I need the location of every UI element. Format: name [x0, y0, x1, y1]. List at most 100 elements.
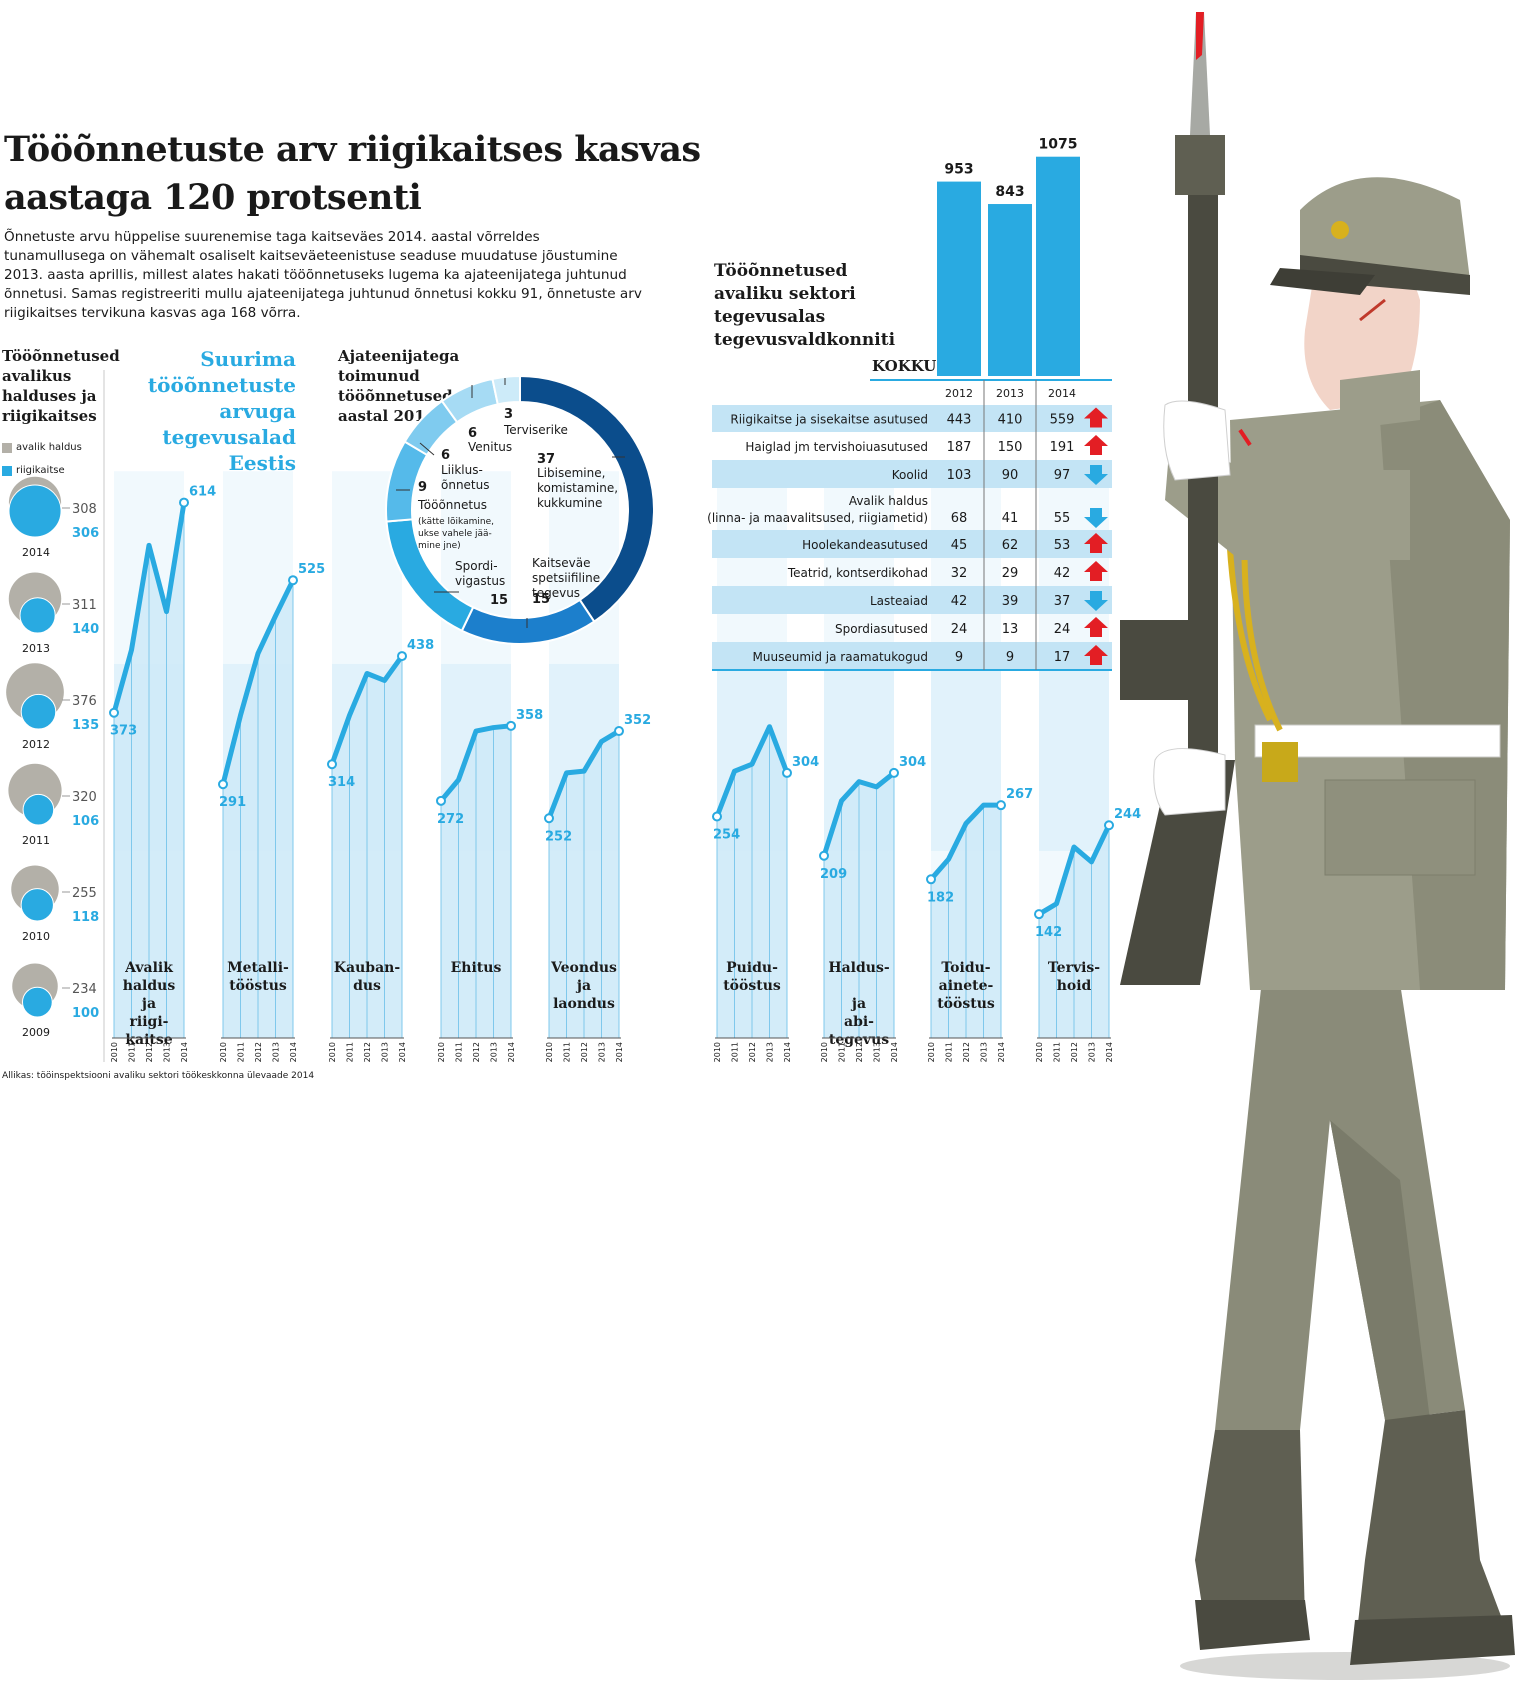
- total-bar: [937, 181, 981, 376]
- donut-label: kukkumine: [537, 496, 602, 510]
- sector-label: kaitse: [125, 1032, 172, 1048]
- legend-swatch-blue: [2, 465, 12, 476]
- sector-label: riigi-: [130, 1014, 169, 1030]
- donut-slice: [491, 374, 521, 406]
- donut-value: 37: [537, 452, 555, 467]
- table-col-header: 2014: [1048, 387, 1076, 400]
- line-chart-band: [931, 471, 1001, 664]
- x-tick-label: 2014: [507, 1042, 516, 1062]
- bubble-riigikaitse: [19, 597, 56, 634]
- series-value-end: 525: [298, 562, 325, 577]
- bubble-value-avalik-haldus: 308: [72, 502, 97, 517]
- total-bar-value: 843: [995, 184, 1024, 200]
- donut-label: komistamine,: [537, 481, 618, 495]
- intro-text: Õnnetuste arvu hüppelise suurenemise tag…: [4, 229, 642, 321]
- total-bar: [1036, 156, 1080, 376]
- table-cell-value: 559: [1050, 413, 1075, 428]
- series-point-start: [218, 779, 228, 790]
- x-tick-label: 2011: [838, 1042, 847, 1062]
- sector-label: dus: [353, 978, 381, 994]
- series-point-start: [819, 850, 829, 861]
- donut-label: tegevus: [532, 586, 580, 600]
- line-chart-5: 254 304 Puidu-tööstus 2010 2011 2012 2013 2014: [712, 471, 819, 1062]
- series-point-end: [782, 767, 792, 778]
- table-row-label: Avalik haldus: [849, 494, 928, 508]
- table-cell-value: 9: [955, 650, 963, 665]
- series-line: [220, 579, 296, 785]
- series-value-start: 254: [713, 828, 740, 843]
- bubble-value-avalik-haldus: 311: [72, 598, 97, 613]
- x-tick-label: 2012: [748, 1042, 757, 1062]
- x-tick-label: 2011: [563, 1042, 572, 1062]
- series-point-end: [179, 497, 189, 508]
- x-tick-label: 2012: [580, 1042, 589, 1062]
- trend-up-arrow: [1084, 617, 1108, 637]
- x-tick-label: 2014: [783, 1042, 792, 1062]
- series-line: [714, 724, 790, 818]
- series-value-start: 291: [219, 795, 246, 810]
- bubble-value-avalik-haldus: 255: [72, 886, 97, 901]
- table-cell-value: 17: [1054, 650, 1071, 665]
- x-tick-label: 2014: [180, 1042, 189, 1062]
- sector-label: tööstus: [229, 978, 287, 994]
- series-point-start: [327, 759, 337, 770]
- x-tick-label: 2013: [272, 1042, 281, 1062]
- x-tick-label: 2011: [945, 1042, 954, 1062]
- line-chart-4: 252 352 Veondus ja laondus 2010 2011 2012 2013 20…: [544, 471, 651, 1062]
- x-tick-label: 2012: [363, 1042, 372, 1062]
- bubble-value-riigikaitse: 118: [72, 910, 99, 925]
- series-value-end: 304: [792, 755, 819, 770]
- bubble-riigikaitse: [8, 484, 62, 538]
- donut-label: Venitus: [468, 440, 512, 454]
- table-cell-value: 42: [1054, 566, 1071, 581]
- x-tick-label: 2012: [254, 1042, 263, 1062]
- table-row-label: Haiglad jm tervishoiuasutused: [745, 440, 928, 454]
- series-point-end: [397, 651, 407, 662]
- x-tick-label: 2011: [455, 1042, 464, 1062]
- trend-up-arrow: [1084, 407, 1108, 428]
- series-value-start: 252: [545, 829, 572, 844]
- table-cell-value: 39: [1002, 594, 1019, 609]
- table-cell-value: 90: [1002, 468, 1019, 483]
- series-line: [546, 728, 621, 820]
- table-heading: Tööõnnetused avaliku sektori tegevusalas…: [714, 261, 896, 350]
- table-cell-value: 103: [947, 468, 972, 483]
- x-tick-label: 2013: [766, 1042, 775, 1062]
- table-row-label: Hoolekandeasutused: [802, 538, 928, 552]
- sector-label: Avalik: [124, 960, 173, 976]
- donut-sublabel: ukse vahele jää-: [418, 529, 492, 539]
- sector-label: Toidu-: [941, 960, 990, 976]
- donut-value: 15: [490, 593, 508, 608]
- donut-heading: Ajateenijatega toimunud tööõnnetused aas…: [338, 347, 460, 425]
- donut-value: 15: [532, 592, 550, 607]
- x-tick-label: 2010: [219, 1042, 228, 1062]
- table-cell-value: 42: [951, 594, 968, 609]
- line-chart-band: [717, 471, 787, 664]
- sector-label: tööstus: [723, 978, 781, 994]
- x-tick-label: 2013: [598, 1042, 607, 1062]
- series-line: [1037, 824, 1112, 917]
- bubble-riigikaitse: [20, 888, 54, 922]
- sector-label: Puidu-: [726, 960, 778, 976]
- x-tick-label: 2010: [820, 1042, 829, 1062]
- line-chart-band: [824, 471, 894, 664]
- table-cell-value: 443: [947, 413, 972, 428]
- table-cell-value: 150: [998, 440, 1023, 455]
- x-tick-label: 2012: [962, 1042, 971, 1062]
- bubble-value-avalik-haldus: 234: [72, 982, 97, 997]
- x-tick-label: 2011: [237, 1042, 246, 1062]
- line-chart-0: 373 614 Avalik haldus ja riigi-kaitse 2010 2011…: [109, 471, 216, 1062]
- series-point-end: [288, 575, 298, 586]
- trend-down-arrow: [1084, 508, 1108, 528]
- donut-value: 6: [441, 448, 450, 463]
- donut-sublabel: (kätte lõikamine,: [418, 517, 494, 527]
- table-row-band: [712, 642, 1112, 670]
- table-row-label: Muuseumid ja raamatukogud: [753, 650, 928, 664]
- donut-label: Tööõnnetus: [417, 498, 487, 512]
- table-col-header: 2012: [945, 387, 973, 400]
- table-row-label: Spordiasutused: [835, 622, 928, 636]
- bubble-value-avalik-haldus: 376: [72, 694, 97, 709]
- sector-label: ainete-: [939, 978, 994, 994]
- table-row-sublabel: (linna- ja maavalitsused, riigiametid): [707, 511, 928, 525]
